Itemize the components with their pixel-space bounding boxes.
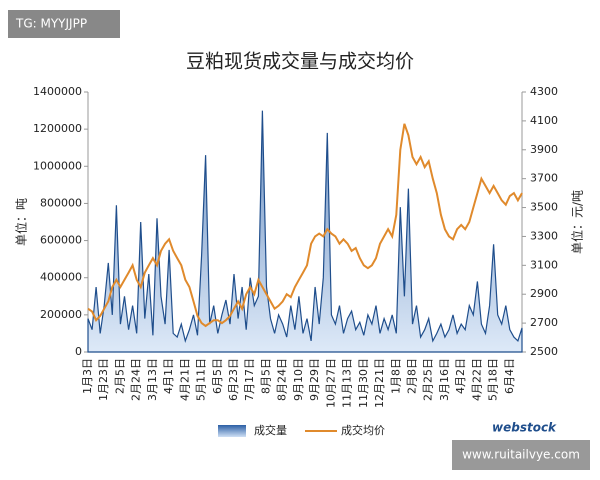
y2-tick-label: 2700 xyxy=(530,316,558,329)
x-tick-label: 12月21日 xyxy=(373,358,386,408)
x-tick-label: 10月27日 xyxy=(324,358,337,408)
volume-area xyxy=(87,110,523,353)
x-tick-label: 2月8日 xyxy=(405,358,418,394)
y2-tick-label: 3100 xyxy=(530,258,558,271)
watermark: TG: MYYJJPP xyxy=(15,17,87,31)
y2-tick-label: 4100 xyxy=(530,114,558,127)
x-tick-label: 8月24日 xyxy=(276,358,289,401)
y2-axis-title: 单位：元/吨 xyxy=(570,190,585,254)
x-tick-label: 7月17日 xyxy=(243,358,256,401)
x-tick-label: 11月30日 xyxy=(357,358,370,408)
x-tick-label: 2月5日 xyxy=(113,358,126,394)
x-tick-label: 6月5日 xyxy=(211,358,224,394)
y-tick-label: 200000 xyxy=(40,308,82,321)
y-tick-label: 600000 xyxy=(40,234,82,247)
x-tick-label: 11月13日 xyxy=(341,358,354,408)
y2-tick-label: 3900 xyxy=(530,143,558,156)
x-tick-label: 4月2日 xyxy=(454,358,467,394)
legend-label: 成交量 xyxy=(254,423,287,437)
logo: webstock xyxy=(492,421,557,435)
x-tick-label: 5月11日 xyxy=(195,358,208,401)
x-tick-label: 4月22日 xyxy=(470,358,483,401)
y2-tick-label: 2500 xyxy=(530,345,558,358)
y-tick-label: 1200000 xyxy=(33,122,82,135)
y2-tick-label: 3500 xyxy=(530,201,558,214)
y2-tick-label: 3300 xyxy=(530,229,558,242)
x-tick-label: 4月1日 xyxy=(162,358,175,394)
x-tick-label: 5月18日 xyxy=(487,358,500,401)
x-tick-label: 3月13日 xyxy=(146,358,159,401)
x-tick-label: 9月29日 xyxy=(308,358,321,401)
x-tick-label: 1月8日 xyxy=(389,358,402,394)
legend-swatch xyxy=(218,425,246,437)
x-tick-label: 8月5日 xyxy=(259,358,272,394)
x-tick-label: 2月25日 xyxy=(422,358,435,401)
price-line xyxy=(87,123,523,328)
x-tick-label: 9月10日 xyxy=(292,358,305,401)
x-tick-label: 2月24日 xyxy=(130,358,143,401)
watermark-box xyxy=(452,440,590,470)
y-tick-label: 400000 xyxy=(40,271,82,284)
y-tick-label: 1400000 xyxy=(33,85,82,98)
x-tick-label: 3月16日 xyxy=(438,358,451,401)
chart-title: 豆粕现货成交量与成交均价 xyxy=(186,51,414,73)
watermark-box xyxy=(8,10,120,38)
y-tick-label: 0 xyxy=(75,345,82,358)
x-tick-label: 1月3日 xyxy=(81,358,94,394)
y2-tick-label: 2900 xyxy=(530,287,558,300)
y-tick-label: 800000 xyxy=(40,196,82,209)
y-axis-title: 单位：吨 xyxy=(14,198,29,246)
watermark: www.ruitailvye.com xyxy=(462,448,580,462)
x-tick-label: 1月23日 xyxy=(97,358,110,401)
y2-tick-label: 3700 xyxy=(530,172,558,185)
x-tick-label: 4月21日 xyxy=(178,358,191,401)
legend-label: 成交均价 xyxy=(341,423,385,437)
x-tick-label: 6月23日 xyxy=(227,358,240,401)
y2-tick-label: 4300 xyxy=(530,85,558,98)
x-tick-label: 6月4日 xyxy=(503,358,516,394)
y-tick-label: 1000000 xyxy=(33,159,82,172)
